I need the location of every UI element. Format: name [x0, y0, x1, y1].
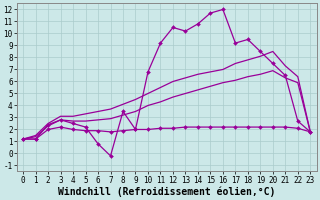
X-axis label: Windchill (Refroidissement éolien,°C): Windchill (Refroidissement éolien,°C) [58, 186, 276, 197]
